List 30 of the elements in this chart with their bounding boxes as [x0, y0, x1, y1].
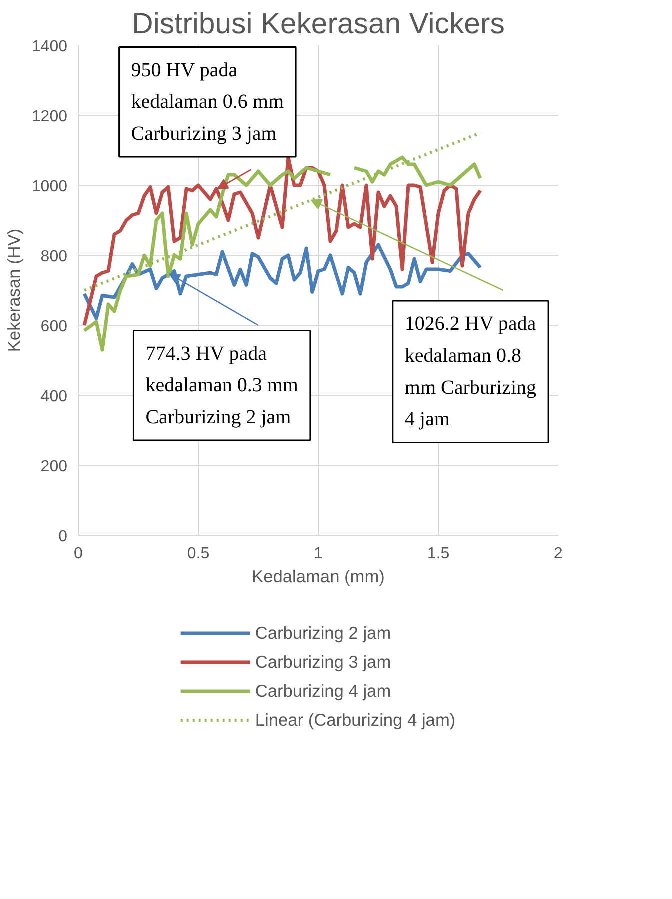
annotation: kedalaman 0.8: [404, 344, 522, 367]
annotation: kedalaman 0.6 mm: [131, 91, 284, 114]
legend-label: Linear (Carburizing 4 jam): [255, 710, 456, 730]
legend-label: Carburizing 3 jam: [255, 652, 392, 672]
y-tick-label: 1000: [32, 178, 68, 196]
annotation: 950 HV pada: [131, 59, 238, 82]
annotation: kedalaman 0.3 mm: [146, 374, 299, 397]
annotation: 1026.2 HV pada: [404, 313, 536, 335]
y-tick-label: 0: [58, 528, 68, 546]
x-tick-label: 1: [314, 546, 324, 562]
x-tick-label: 0.5: [187, 546, 210, 562]
legend-label: Carburizing 4 jam: [255, 680, 392, 702]
x-tick-label: 0: [74, 546, 84, 562]
y-tick-label: 400: [40, 388, 68, 406]
x-axis-title: Kedalaman (mm): [252, 566, 385, 586]
y-axis-title: Kekerasan (HV): [4, 228, 24, 352]
y-tick-label: 600: [40, 318, 68, 336]
annotation: 774.3 HV pada: [146, 342, 268, 365]
y-tick-label: 800: [40, 248, 68, 266]
y-tick-label: 1400: [32, 38, 68, 56]
annotation: Carburizing 3 jam: [131, 123, 278, 146]
annotation: 4 jam: [404, 408, 450, 431]
annotation: mm Carburizing: [404, 376, 537, 399]
annotation: Carburizing 2 jam: [146, 406, 292, 429]
y-tick-label: 200: [40, 458, 68, 476]
chart-title: Distribusi Kekerasan Vickers: [132, 8, 505, 40]
x-tick-label: 1.5: [427, 546, 450, 562]
legend-label: Carburizing 2 jam: [255, 622, 392, 644]
x-tick-label: 2: [554, 546, 564, 562]
y-tick-label: 1200: [32, 108, 68, 126]
